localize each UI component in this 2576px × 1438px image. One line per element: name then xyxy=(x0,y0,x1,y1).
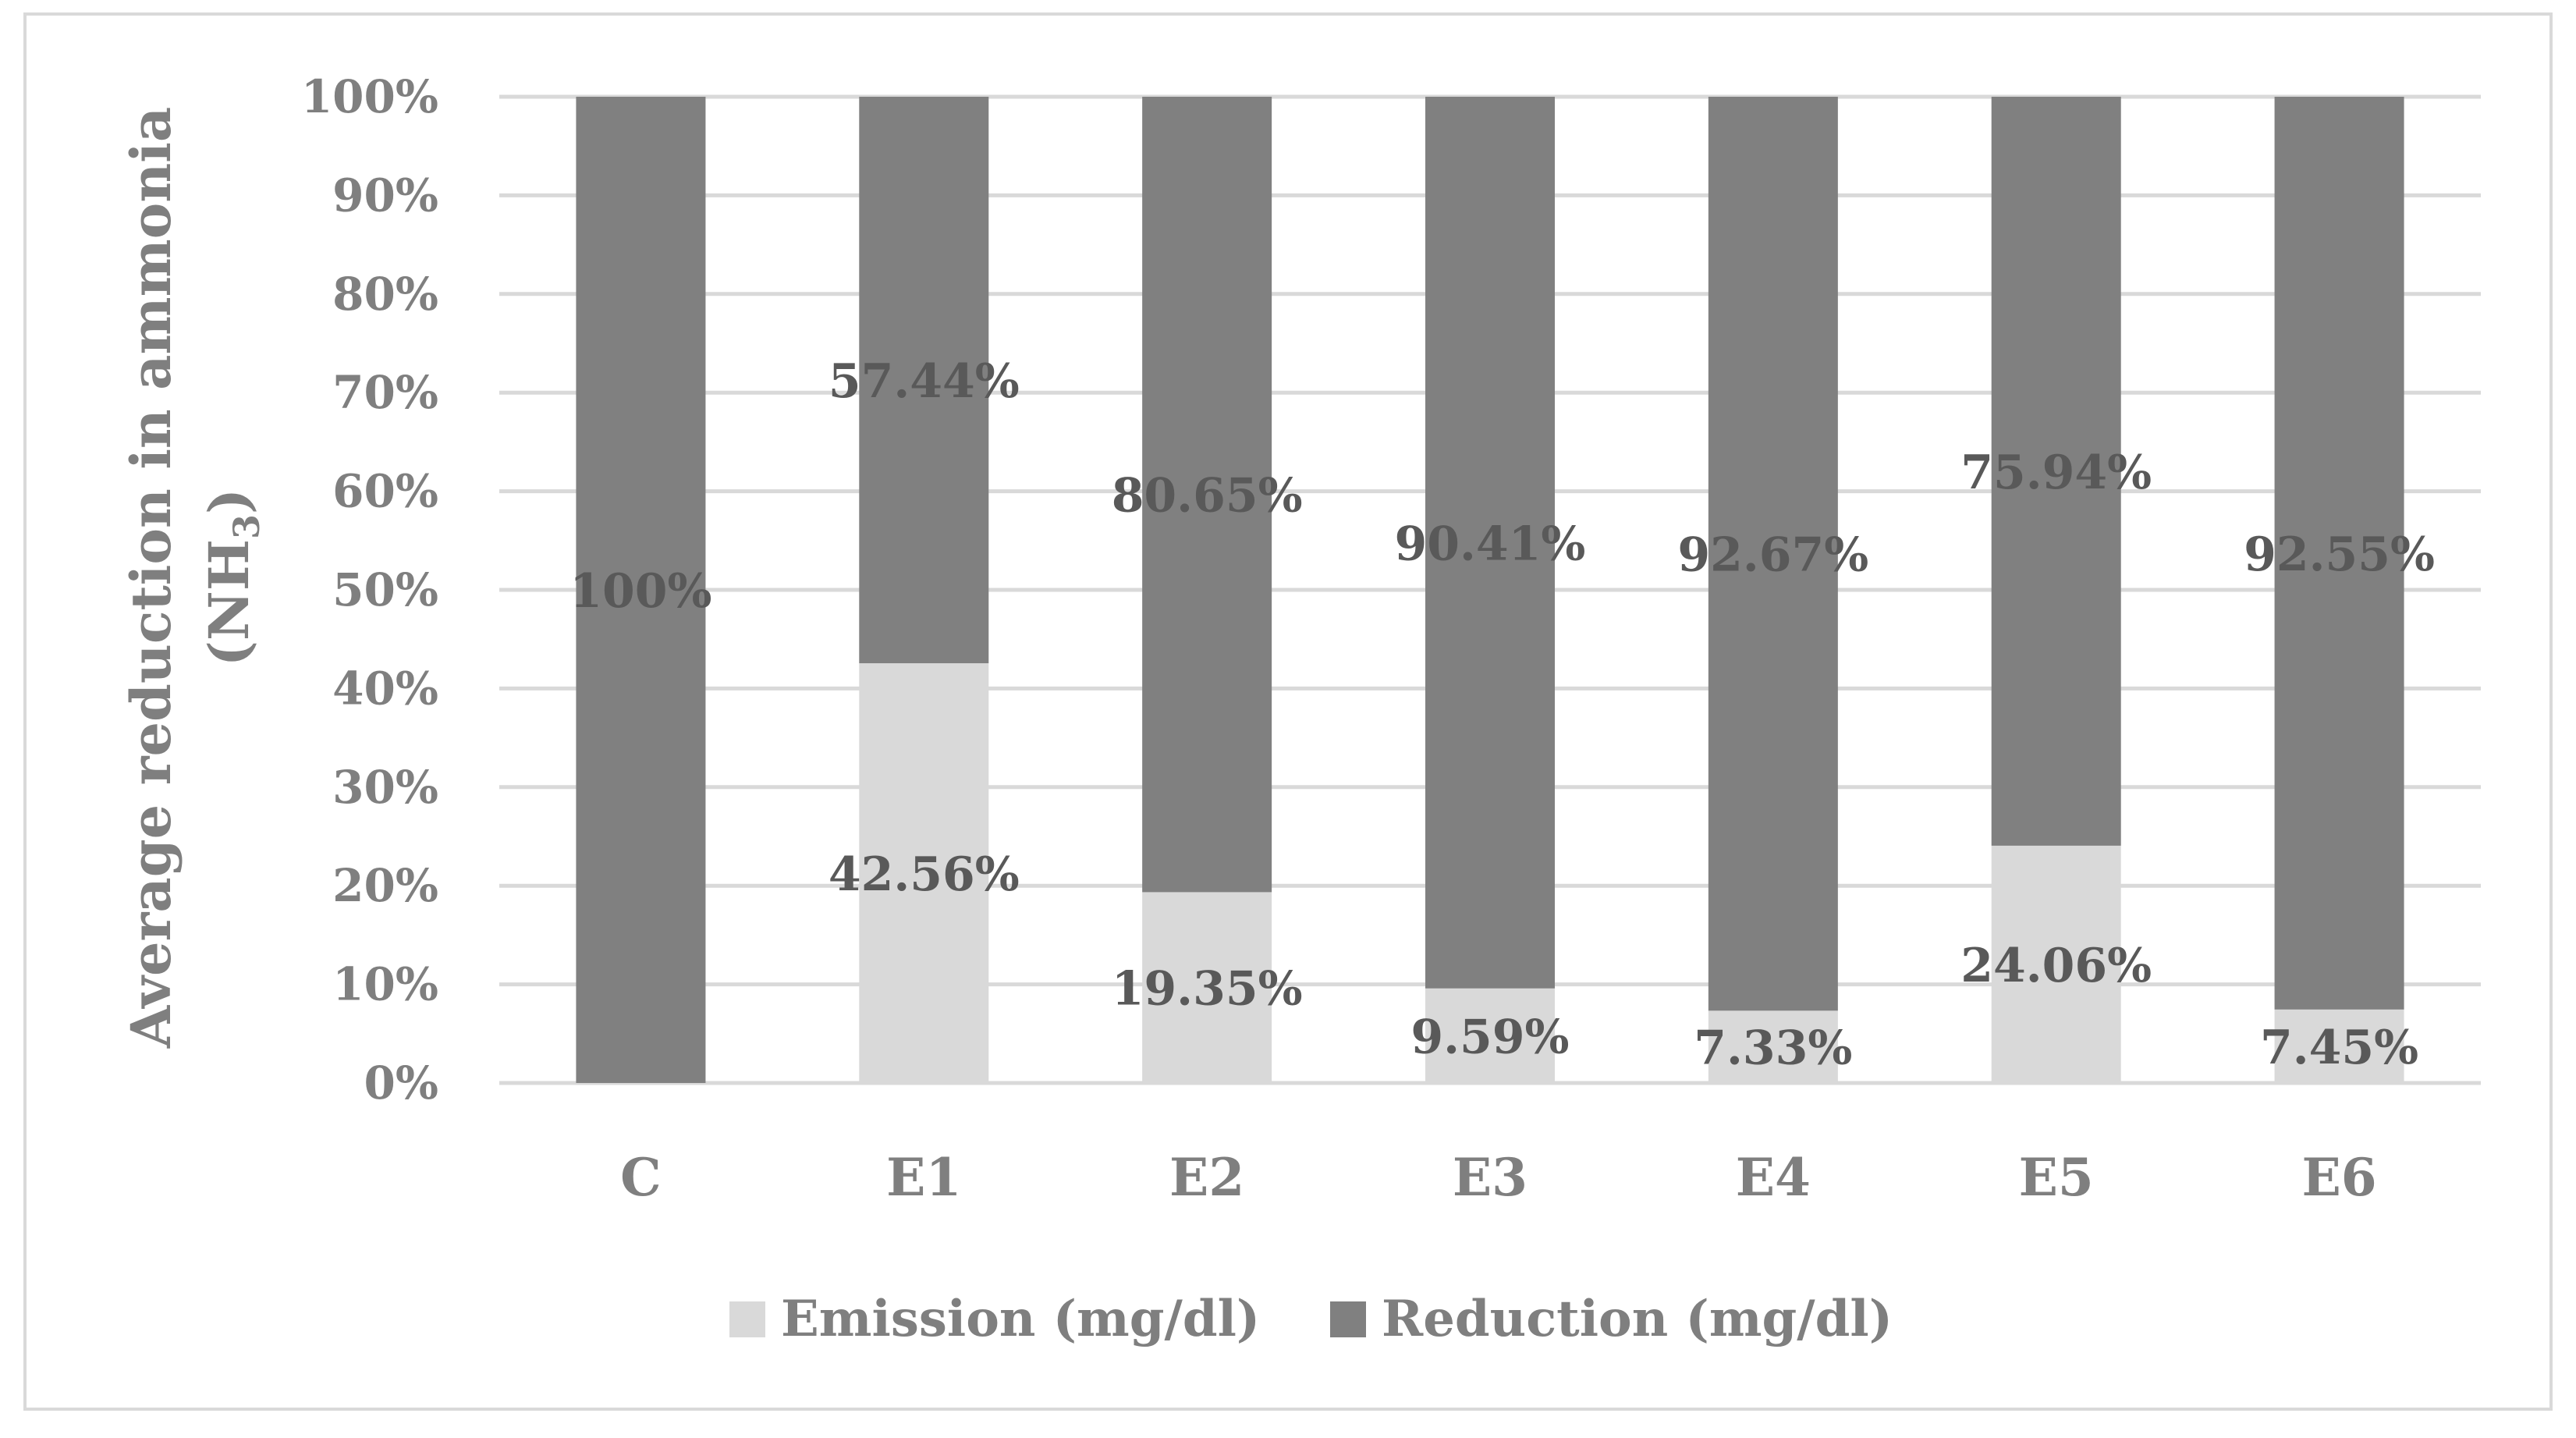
x-category-label: E4 xyxy=(1736,1147,1811,1208)
legend-swatch-reduction xyxy=(1330,1301,1366,1337)
y-axis-ticks: 0% 10% 20% 30% 40% 50% 60% 70% 80% 90% 100% xyxy=(301,70,438,1110)
y-tick-label: 30% xyxy=(332,761,438,814)
chart-frame xyxy=(23,12,2553,1411)
y-tick-label: 80% xyxy=(332,268,438,321)
x-axis-categories: C E1 E2 E3 E4 E5 E6 xyxy=(620,1147,2377,1208)
data-label: 90.41% xyxy=(1395,517,1586,571)
y-tick-label: 20% xyxy=(332,859,438,912)
y-tick-label: 50% xyxy=(332,563,438,616)
y-tick-label: 0% xyxy=(364,1056,438,1110)
data-label: 92.55% xyxy=(2244,527,2435,582)
legend-label-reduction: Reduction (mg/dl) xyxy=(1382,1290,1893,1348)
y-axis-title-suffix: ) xyxy=(197,488,261,514)
bar-reduction xyxy=(1708,97,1838,1011)
bar-emission xyxy=(859,663,989,1083)
legend-swatch-emission xyxy=(729,1301,765,1337)
bar-emission xyxy=(1708,1010,1838,1083)
y-tick-label: 40% xyxy=(332,662,438,715)
data-label: 75.94% xyxy=(1960,446,2152,500)
legend: Emission (mg/dl) Reduction (mg/dl) xyxy=(729,1290,1893,1348)
bar-reduction xyxy=(859,97,989,664)
y-axis-title-line1: Average reduction in ammonia xyxy=(119,107,183,1049)
y-tick-label: 10% xyxy=(332,958,438,1011)
x-category-label: E3 xyxy=(1453,1147,1528,1208)
x-category-label: E2 xyxy=(1169,1147,1244,1208)
legend-label-emission: Emission (mg/dl) xyxy=(781,1290,1260,1348)
y-axis-title-prefix: (NH xyxy=(197,539,261,666)
bar-emission xyxy=(2274,1009,2404,1083)
data-label: 57.44% xyxy=(829,354,1020,409)
y-tick-label: 100% xyxy=(301,70,438,123)
y-axis-title-subscript: 3 xyxy=(225,514,268,539)
bar-emission xyxy=(1142,892,1272,1083)
bar-reduction xyxy=(1425,97,1555,989)
data-label: 9.59% xyxy=(1410,1010,1569,1064)
y-tick-label: 60% xyxy=(332,465,438,518)
bar-emission xyxy=(1425,988,1555,1083)
data-label: 42.56% xyxy=(829,847,1020,902)
data-labels: 100% 42.56% 57.44% 19.35% 80.65% 9.59% 90.41% 7… xyxy=(569,354,2435,1076)
data-label: 24.06% xyxy=(1960,939,2152,993)
bar-reduction xyxy=(1142,97,1272,893)
bar-reduction xyxy=(1991,97,2121,846)
bar-emission xyxy=(1991,845,2121,1083)
bars xyxy=(576,97,2404,1083)
y-tick-label: 90% xyxy=(332,169,438,222)
data-label: 19.35% xyxy=(1112,962,1303,1017)
bar-reduction xyxy=(2274,97,2404,1010)
x-category-label: E5 xyxy=(2019,1147,2094,1208)
y-axis-title-line2: (NH3) xyxy=(197,488,268,666)
data-label: 7.33% xyxy=(1694,1021,1852,1076)
y-axis-title: Average reduction in ammonia (NH3) xyxy=(119,107,268,1049)
data-label: 92.67% xyxy=(1677,528,1868,583)
y-tick-label: 70% xyxy=(332,366,438,419)
data-label: 80.65% xyxy=(1112,469,1303,524)
data-label: 7.45% xyxy=(2260,1021,2418,1075)
x-category-label: E6 xyxy=(2301,1147,2376,1208)
data-label: 100% xyxy=(569,564,711,619)
x-category-label: C xyxy=(620,1147,662,1208)
bar-reduction xyxy=(576,97,706,1083)
x-category-label: E1 xyxy=(886,1147,961,1208)
